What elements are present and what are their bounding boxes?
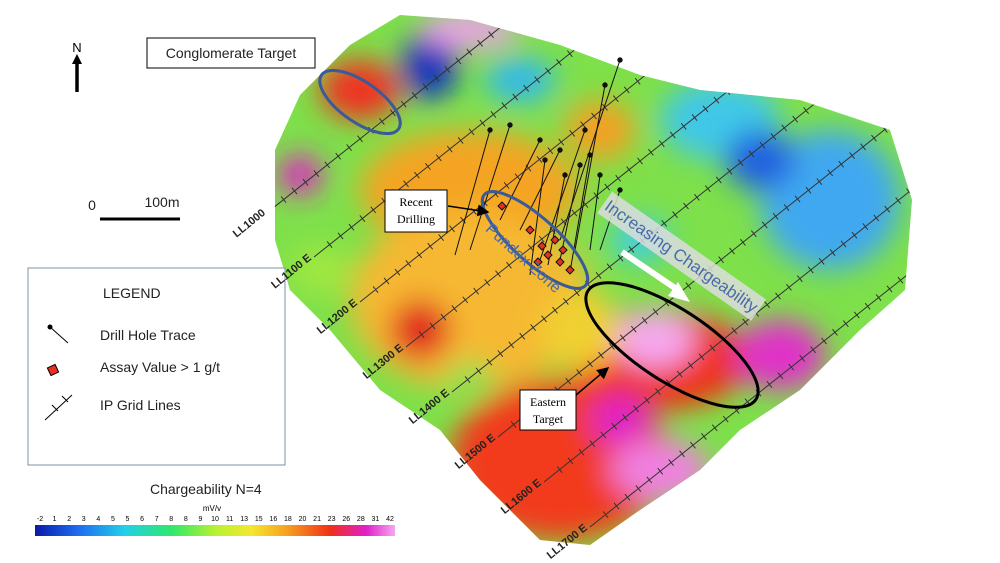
drilling-label: Recent <box>399 195 433 209</box>
assay-marker <box>565 265 575 275</box>
colorbar-label: 4 <box>96 516 100 523</box>
drill-trace <box>529 159 546 276</box>
legend-title: LEGEND <box>103 285 161 301</box>
drilling-arrow <box>447 204 490 217</box>
eastern-arrow <box>575 367 610 396</box>
colorbar-label: 16 <box>269 516 277 523</box>
colorbar-label: 7 <box>155 516 159 523</box>
drill-trace <box>547 174 566 266</box>
colorbar-label: 1 <box>53 516 57 523</box>
drill-collar <box>587 152 593 158</box>
legend-item: IP Grid Lines <box>100 397 181 413</box>
conglomerate-label: Conglomerate Target <box>166 45 297 61</box>
colorbar-label: 28 <box>357 516 365 523</box>
conglomerate-box <box>146 37 316 69</box>
pundex-oval <box>480 190 590 290</box>
drill-collar <box>602 82 608 88</box>
colorbar-label: 9 <box>198 516 202 523</box>
scale-length: 100m <box>144 194 179 210</box>
drill-trace <box>519 149 561 231</box>
colorbar-label: 15 <box>255 516 263 523</box>
assay-marker <box>558 245 568 255</box>
grid-line-label: LL1000 <box>231 207 268 240</box>
colorbar-label: 2 <box>67 516 71 523</box>
colorbar-label: 8 <box>184 516 188 523</box>
assay-marker <box>525 225 535 235</box>
white-arrow <box>620 249 677 291</box>
drill-collar <box>577 162 583 168</box>
assay-marker <box>537 241 547 251</box>
assay-marker <box>550 235 560 245</box>
colorbar-label: 18 <box>284 516 292 523</box>
drill-trace <box>454 129 491 256</box>
drill-trace <box>469 124 511 251</box>
legend-item: Assay Value > 1 g/t <box>100 359 220 375</box>
colorbar-label: 5 <box>126 516 130 523</box>
colorbar-label: 23 <box>328 516 336 523</box>
ip-grid-lines <box>275 15 912 528</box>
drill-collar <box>507 122 513 128</box>
drill-collar <box>562 172 568 178</box>
eastern-label: Eastern <box>530 395 566 409</box>
colorbar-label: 13 <box>240 516 248 523</box>
drill-trace <box>569 154 591 273</box>
drill-collar <box>487 127 493 133</box>
colorbar-label: 42 <box>386 516 394 523</box>
colorbar <box>35 525 395 536</box>
drill-trace <box>559 164 581 261</box>
colorbar-title: Chargeability N=4 <box>150 481 262 497</box>
colorbar-label: 11 <box>226 516 233 523</box>
scale-zero: 0 <box>88 197 96 213</box>
drill-collar <box>617 187 623 193</box>
colorbar-label: 26 <box>342 516 350 523</box>
drill-trace <box>559 59 621 241</box>
north-label: N <box>72 40 81 55</box>
eastern-box <box>519 389 577 431</box>
colorbar-label: 10 <box>211 516 219 523</box>
assay-marker <box>543 250 553 260</box>
colorbar-label: 21 <box>313 516 321 523</box>
assay-marker <box>533 257 543 267</box>
colorbar-label: 31 <box>372 516 380 523</box>
white-arrow-head <box>668 282 690 302</box>
conglomerate-oval <box>318 68 402 136</box>
colorbar-label: 8 <box>169 516 173 523</box>
drill-collar <box>537 137 543 143</box>
drill-collar <box>542 157 548 163</box>
colorbar-label: 3 <box>82 516 86 523</box>
drill-collar <box>617 57 623 63</box>
legend-assay-icon <box>46 363 60 377</box>
drill-trace <box>589 174 601 251</box>
drilling-label: Drilling <box>397 212 435 226</box>
drill-holes <box>454 57 623 276</box>
drill-collar <box>557 147 563 153</box>
colorbar-label: 20 <box>299 516 307 523</box>
colorbar-label: 6 <box>140 516 144 523</box>
drill-trace <box>499 139 541 221</box>
legend-grid-icon <box>44 394 73 421</box>
drill-collar <box>597 172 603 178</box>
drilling-box <box>384 189 448 233</box>
drill-trace <box>539 129 586 261</box>
drill-trace <box>574 84 606 251</box>
colorbar-label: -2 <box>37 516 43 523</box>
north-arrow-head <box>72 54 82 64</box>
eastern-label: Target <box>533 412 564 426</box>
assay-marker <box>555 257 565 267</box>
assay-marker <box>497 201 507 211</box>
legend-item: Drill Hole Trace <box>100 327 196 343</box>
colorbar-unit: mV/v <box>203 504 221 513</box>
eastern-oval <box>584 281 760 409</box>
legend-drill-icon <box>49 326 69 344</box>
legend-box <box>27 267 286 466</box>
colorbar-label: 5 <box>111 516 115 523</box>
drill-collar <box>582 127 588 133</box>
